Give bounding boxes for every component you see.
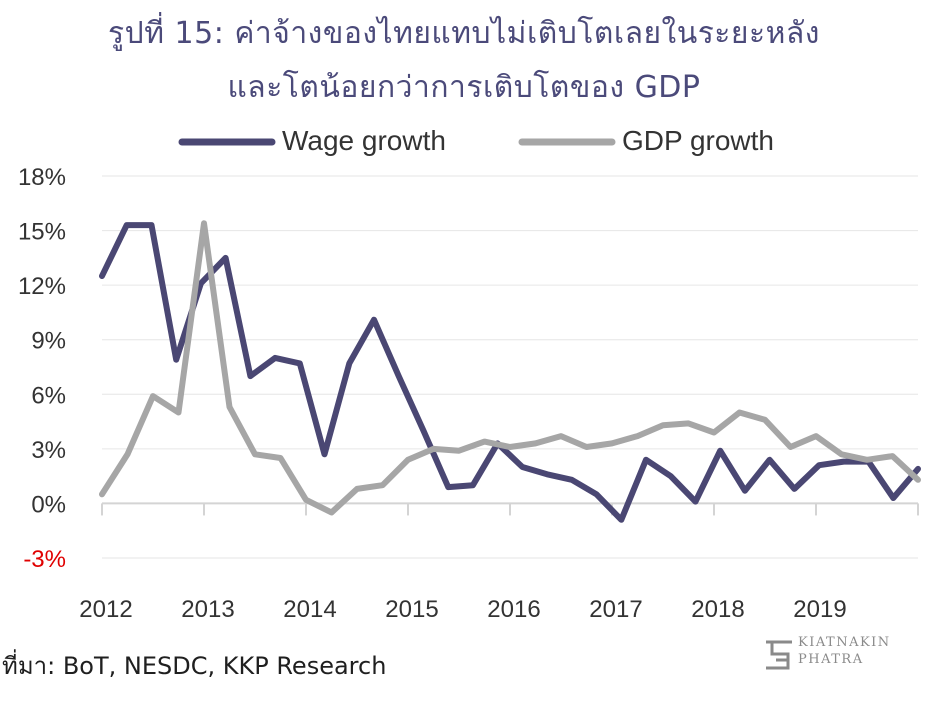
y-tick-label: 3%: [31, 437, 66, 464]
y-tick-label: 0%: [31, 491, 66, 518]
source-note: ที่มา: BoT, NESDC, KKP Research: [2, 652, 387, 680]
chart-title-line2: และโตน้อยกว่าการเติบโตของ GDP: [227, 70, 701, 105]
logo-text-line1: KIATNAKIN: [798, 635, 891, 650]
line-chart: 18% 15% 12% 9% 6% 3% 0% -3% 2012 2013 2014 2015 2016…: [18, 125, 921, 623]
x-tick-label: 2012: [79, 596, 132, 623]
legend-label: Wage growth: [282, 125, 446, 156]
y-tick-label: 9%: [31, 328, 66, 355]
y-tick-label: 18%: [18, 164, 66, 191]
logo-mark-icon: [766, 640, 792, 670]
x-tick-label: 2016: [487, 596, 540, 623]
x-tick-label: 2013: [181, 596, 234, 623]
x-tick-label: 2015: [385, 596, 438, 623]
x-tick-label: 2017: [589, 596, 642, 623]
y-tick-label: 12%: [18, 273, 66, 300]
legend-label: GDP growth: [622, 125, 774, 156]
series-line-gdp-growth: [99, 220, 921, 516]
company-logo: KIATNAKIN PHATRA: [762, 632, 922, 676]
logo-text-line2: PHATRA: [798, 652, 864, 667]
chart-title-line1: รูปที่ 15: ค่าจ้างของไทยแทบไม่เติบโตเลยใ…: [108, 16, 820, 51]
x-tick-label: 2019: [793, 596, 846, 623]
x-tick-label: 2018: [691, 596, 744, 623]
y-tick-label: 15%: [18, 219, 66, 246]
x-tick-label: 2014: [283, 596, 336, 623]
series-line-wage-growth: [99, 222, 921, 523]
y-tick-label: -3%: [23, 546, 66, 573]
y-tick-label: 6%: [31, 382, 66, 409]
